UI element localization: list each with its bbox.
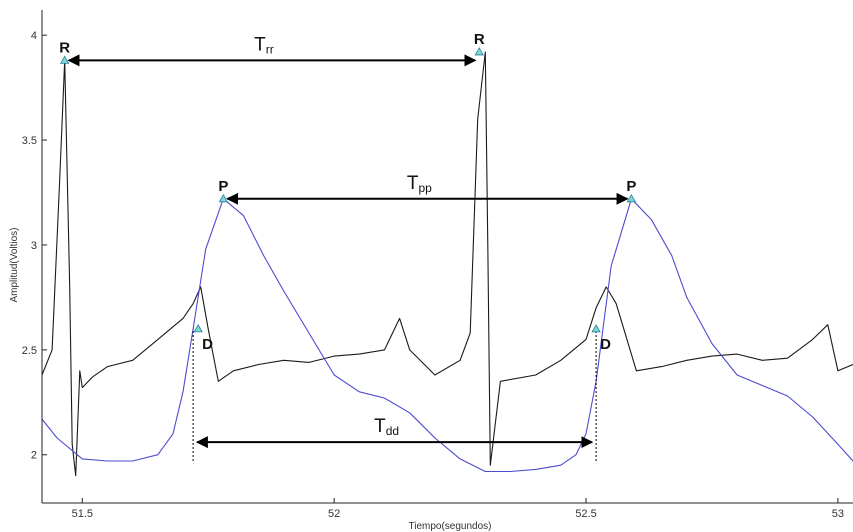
- y-axis-label: Amplitud(Voltios): [9, 227, 20, 302]
- peak-marker-P: [626, 194, 637, 203]
- interval-label-pp: Tpp: [407, 173, 432, 195]
- y-tick-label: 3: [31, 240, 37, 252]
- peak-marker-R: [59, 55, 70, 64]
- x-tick-label: 51.5: [72, 508, 93, 520]
- y-tick-label: 2: [31, 450, 37, 462]
- peak-marker-R: [474, 47, 484, 56]
- x-tick-label: 52: [328, 508, 340, 520]
- x-axis-label: Tiempo(segundos): [408, 521, 491, 532]
- series-line-1: [41, 198, 853, 473]
- peak-label-R: R: [474, 31, 485, 48]
- y-tick-label: 3.5: [22, 135, 37, 147]
- peak-marker-D: [193, 324, 203, 333]
- x-tick-label: 52.5: [575, 508, 596, 520]
- peak-label-P: P: [626, 178, 636, 195]
- peak-label-P: P: [218, 178, 228, 195]
- peak-label-D: D: [202, 336, 213, 353]
- y-tick-label: 4: [31, 30, 37, 42]
- interval-label-rr: Trr: [254, 34, 274, 56]
- peak-marker-D: [591, 324, 601, 333]
- peak-label-R: R: [59, 39, 70, 56]
- axes: 51.5 52 52.5 53 2 2.5 3 3.5 4: [22, 10, 853, 520]
- peak-marker-P: [218, 194, 229, 203]
- peak-label-D: D: [600, 336, 611, 353]
- series-line-0: [41, 51, 853, 477]
- y-tick-label: 2.5: [22, 345, 37, 357]
- x-tick-label: 53: [832, 508, 844, 520]
- annotations: Trr Tpp Tdd R R P P D D: [59, 31, 637, 462]
- plot-area: [41, 51, 853, 477]
- interval-label-dd: Tdd: [374, 416, 399, 438]
